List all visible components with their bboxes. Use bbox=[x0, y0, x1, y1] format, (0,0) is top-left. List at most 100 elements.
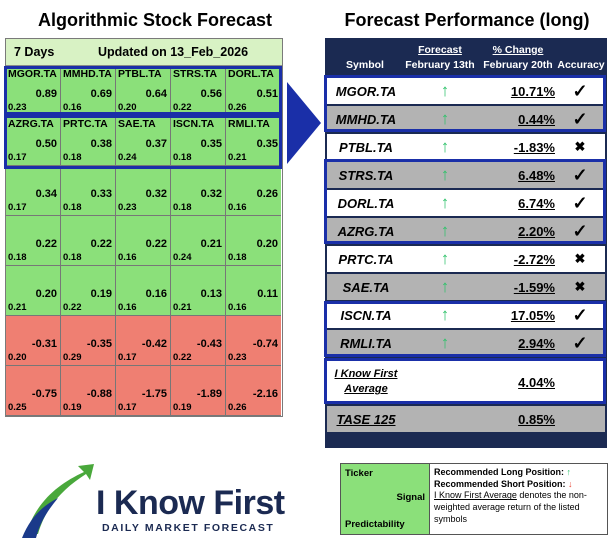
right-arrow-icon bbox=[287, 82, 321, 164]
grid-cell: 0.32 0.18 bbox=[171, 166, 226, 216]
row-symbol: AZRG.TA bbox=[337, 223, 395, 239]
cell-signal: 0.32 bbox=[200, 188, 222, 200]
forecast-up-arrow-icon: ↑ bbox=[440, 137, 450, 156]
logo-name: I Know First bbox=[96, 484, 285, 522]
grid-title: Algorithmic Stock Forecast bbox=[37, 10, 273, 30]
performance-row: MMHD.TA ↑ 0.44% ✓ bbox=[327, 106, 605, 132]
cell-predictability: 0.25 bbox=[8, 402, 27, 413]
grid-cell: RMLI.TA 0.35 0.21 bbox=[226, 116, 281, 166]
grid-cell: -0.88 0.19 bbox=[61, 366, 116, 416]
grid-cell: 0.32 0.23 bbox=[116, 166, 171, 216]
grid-cell: 0.11 0.16 bbox=[226, 266, 281, 316]
legend-predictability: Predictability bbox=[345, 519, 405, 530]
grid-cell: 0.22 0.18 bbox=[6, 216, 61, 266]
row-symbol: PTBL.TA bbox=[339, 139, 393, 155]
forecast-up-arrow-icon: ↑ bbox=[440, 333, 450, 352]
cell-predictability: 0.23 bbox=[8, 102, 27, 113]
grid-cell: 0.19 0.22 bbox=[61, 266, 116, 316]
performance-row: RMLI.TA ↑ 2.94% ✓ bbox=[327, 330, 605, 356]
cell-predictability: 0.19 bbox=[63, 402, 82, 413]
average-label: I Know First Average bbox=[327, 367, 405, 397]
cell-ticker: RMLI.TA bbox=[228, 118, 270, 130]
cell-predictability: 0.16 bbox=[118, 252, 137, 263]
cell-signal: 0.35 bbox=[256, 138, 278, 150]
performance-row: DORL.TA ↑ 6.74% ✓ bbox=[327, 190, 605, 216]
cell-ticker: MGOR.TA bbox=[8, 68, 57, 80]
row-symbol: RMLI.TA bbox=[340, 335, 392, 351]
cell-predictability: 0.20 bbox=[118, 102, 137, 113]
cell-signal: 0.32 bbox=[145, 188, 167, 200]
legend-long: Recommended Long Position: bbox=[434, 467, 565, 477]
cell-predictability: 0.29 bbox=[63, 352, 82, 363]
updated-label: Updated on 13_Feb_2026 bbox=[98, 45, 249, 59]
grid-cell: DORL.TA 0.51 0.26 bbox=[226, 66, 281, 116]
cell-signal: 0.11 bbox=[257, 288, 278, 300]
grid-row: AZRG.TA 0.50 0.17 PRTC.TA 0.38 0.18 SAE.TA 0.37… bbox=[6, 116, 282, 166]
cross-icon: ✖ bbox=[574, 139, 586, 154]
legend-signal: Signal bbox=[396, 492, 425, 503]
forecast-up-arrow-icon: ↑ bbox=[440, 81, 450, 100]
legend-average-desc: denotes the non-weighted average return … bbox=[434, 490, 587, 524]
up-arrow-icon: ↑ bbox=[566, 467, 572, 477]
average-row: I Know First Average 4.04% bbox=[327, 360, 605, 404]
legend: Ticker Signal Predictability Recommended… bbox=[340, 463, 608, 535]
performance-title: Forecast Performance (long) bbox=[344, 10, 590, 30]
performance-row: SAE.TA ↑ -1.59% ✖ bbox=[327, 274, 605, 300]
grid-row: 0.22 0.18 0.22 0.18 0.22 0.16 0.21 0.24 0.20 0.18 bbox=[6, 216, 282, 266]
cell-predictability: 0.16 bbox=[118, 302, 137, 313]
legend-short: Recommended Short Position: bbox=[434, 478, 566, 489]
cell-signal: -0.42 bbox=[141, 338, 167, 350]
forecast-up-arrow-icon: ↑ bbox=[440, 221, 450, 240]
grid-row: 0.34 0.17 0.33 0.18 0.32 0.23 0.32 0.18 0.26 0.16 bbox=[6, 166, 282, 216]
cross-icon: ✖ bbox=[574, 251, 586, 266]
cell-predictability: 0.18 bbox=[63, 252, 82, 263]
row-symbol: DORL.TA bbox=[337, 195, 395, 211]
forecast-up-arrow-icon: ↑ bbox=[440, 305, 450, 324]
cell-predictability: 0.17 bbox=[118, 402, 137, 413]
forecast-up-arrow-icon: ↑ bbox=[440, 165, 450, 184]
cell-ticker: MMHD.TA bbox=[63, 68, 112, 80]
legend-ticker: Ticker bbox=[345, 468, 373, 479]
cell-predictability: 0.22 bbox=[63, 302, 82, 313]
row-symbol: MGOR.TA bbox=[335, 83, 397, 99]
forecast-grid: 7 Days Updated on 13_Feb_2026 MGOR.TA 0.8… bbox=[5, 38, 283, 417]
grid-cell: AZRG.TA 0.50 0.17 bbox=[6, 116, 61, 166]
cell-signal: -1.75 bbox=[141, 388, 167, 400]
grid-row: 0.20 0.21 0.19 0.22 0.16 0.16 0.13 0.21 0.11 0.16 bbox=[6, 266, 282, 316]
row-pct-change: -1.59% bbox=[513, 279, 555, 295]
row-pct-change: 2.20% bbox=[518, 223, 555, 239]
grid-cell: SAE.TA 0.37 0.24 bbox=[116, 116, 171, 166]
grid-cell: 0.20 0.18 bbox=[226, 216, 281, 266]
cell-predictability: 0.23 bbox=[118, 202, 137, 213]
cell-predictability: 0.26 bbox=[228, 102, 247, 113]
cell-predictability: 0.17 bbox=[8, 152, 27, 163]
cell-signal: -0.74 bbox=[252, 338, 278, 350]
row-symbol: MMHD.TA bbox=[335, 111, 397, 127]
cell-predictability: 0.21 bbox=[173, 302, 192, 313]
row-symbol: STRS.TA bbox=[338, 167, 394, 183]
cell-signal: -0.35 bbox=[86, 338, 112, 350]
grid-cell: 0.33 0.18 bbox=[61, 166, 116, 216]
cell-signal: 0.16 bbox=[145, 288, 167, 300]
grid-cell: -0.43 0.22 bbox=[171, 316, 226, 366]
header-symbol: Symbol bbox=[346, 59, 384, 71]
checkmark-icon: ✓ bbox=[572, 164, 588, 185]
cell-ticker: ISCN.TA bbox=[173, 118, 215, 130]
grid-row: -0.75 0.25 -0.88 0.19 -1.75 0.17 -1.89 0.19 -2.1… bbox=[6, 366, 282, 416]
cell-ticker: PRTC.TA bbox=[63, 118, 108, 130]
grid-cell: MMHD.TA 0.69 0.16 bbox=[61, 66, 116, 116]
average-label-line1: I Know First bbox=[334, 368, 398, 381]
performance-row: PRTC.TA ↑ -2.72% ✖ bbox=[327, 246, 605, 272]
benchmark-label: TASE 125 bbox=[336, 411, 396, 427]
cell-predictability: 0.18 bbox=[228, 252, 247, 263]
header-forecast-date: February 13th bbox=[405, 59, 475, 71]
grid-cell: -0.31 0.20 bbox=[6, 316, 61, 366]
performance-row: PTBL.TA ↑ -1.83% ✖ bbox=[327, 134, 605, 160]
cell-predictability: 0.18 bbox=[173, 152, 192, 163]
cell-predictability: 0.18 bbox=[63, 152, 82, 163]
logo-tagline: DAILY MARKET FORECAST bbox=[102, 522, 275, 534]
grid-cell: -0.75 0.25 bbox=[6, 366, 61, 416]
cell-predictability: 0.21 bbox=[8, 302, 27, 313]
grid-cell: -1.75 0.17 bbox=[116, 366, 171, 416]
row-symbol: PRTC.TA bbox=[338, 251, 394, 267]
